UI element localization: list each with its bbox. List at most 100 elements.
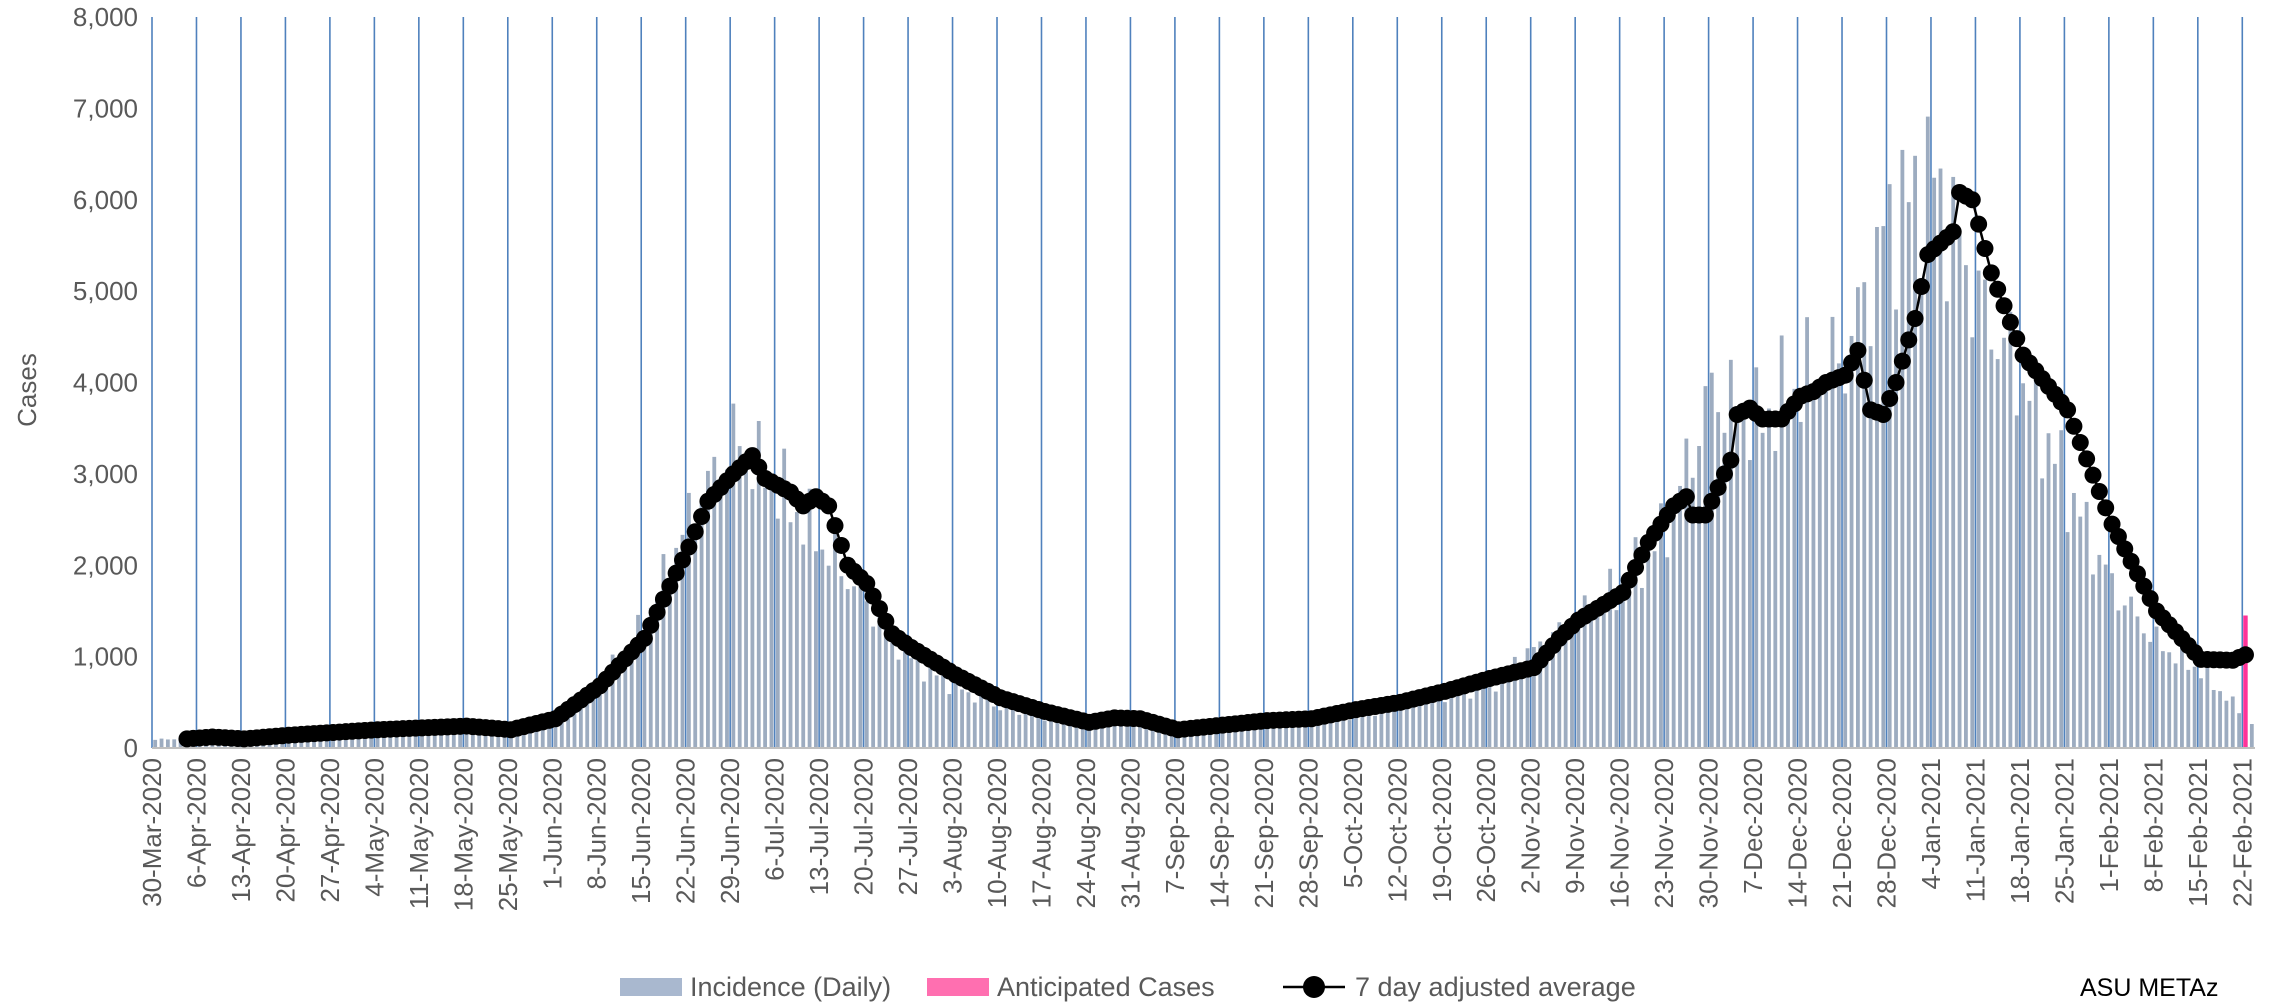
incidence-bar (2230, 696, 2235, 748)
incidence-bar (1335, 716, 1339, 748)
incidence-bar (1449, 692, 1454, 748)
incidence-bar (547, 725, 551, 748)
average-marker (1855, 371, 1873, 389)
incidence-bar (159, 738, 164, 748)
incidence-bar (1531, 647, 1536, 748)
incidence-bar (1678, 485, 1682, 748)
incidence-bar (934, 675, 939, 748)
x-tick-label: 24-Aug-2020 (1071, 758, 1101, 908)
incidence-bar (845, 589, 850, 748)
incidence-bar (388, 731, 393, 748)
y-tick-label: 2,000 (73, 550, 138, 580)
incidence-bar (1125, 721, 1130, 748)
incidence-bar (1570, 632, 1574, 748)
average-marker (2001, 313, 2019, 331)
average-marker (870, 600, 888, 618)
average-marker (654, 590, 672, 608)
y-tick-label: 7,000 (73, 93, 138, 123)
incidence-bar (413, 730, 418, 748)
incidence-bar (1811, 390, 1816, 748)
incidence-bar (1385, 708, 1390, 748)
incidence-bar (699, 502, 704, 748)
incidence-bar (1995, 359, 2000, 748)
incidence-bar (642, 644, 647, 748)
incidence-bar (2249, 724, 2254, 748)
incidence-bar (1652, 551, 1657, 748)
incidence-bar (788, 522, 793, 748)
incidence-bar (1411, 701, 1416, 748)
incidence-bar (1271, 723, 1276, 748)
incidence-bar (2033, 361, 2038, 748)
incidence-bar (655, 600, 660, 748)
x-tick-label: 7-Dec-2020 (1738, 758, 1768, 894)
legend-swatch-incidence (620, 978, 682, 996)
incidence-bar (394, 731, 399, 748)
incidence-bar (2122, 605, 2127, 748)
incidence-bar (1538, 641, 1543, 748)
average-marker (2071, 434, 2089, 452)
incidence-bar (585, 687, 590, 748)
incidence-bar (1341, 714, 1346, 748)
incidence-bar (1462, 684, 1466, 748)
incidence-bar (686, 492, 691, 748)
incidence-bar (744, 462, 748, 748)
incidence-bar (1932, 177, 1937, 749)
incidence-bar (1868, 346, 1873, 748)
incidence-bar (1366, 710, 1371, 748)
x-tick-label: 7-Sep-2020 (1160, 758, 1190, 894)
y-tick-label: 1,000 (73, 642, 138, 672)
average-marker (1620, 571, 1638, 589)
incidence-bar (496, 734, 501, 748)
credit-label: ASU METAz (2080, 974, 2218, 1002)
incidence-bar (2078, 516, 2083, 748)
average-marker (642, 616, 660, 634)
incidence-bar (337, 733, 342, 748)
incidence-bar (153, 739, 158, 748)
average-marker (667, 564, 685, 582)
incidence-bar (1913, 155, 1917, 748)
incidence-bar (769, 481, 774, 748)
incidence-bar (2072, 492, 2076, 748)
average-marker (1881, 389, 1899, 407)
incidence-bar (1004, 706, 1009, 748)
incidence-bar (1875, 226, 1879, 749)
incidence-bar (2129, 596, 2134, 748)
incidence-bar (1684, 438, 1689, 748)
average-marker (2008, 330, 2026, 348)
x-tick-label: 27-Apr-2020 (315, 758, 345, 903)
incidence-bar (1551, 632, 1555, 748)
x-tick-label: 15-Feb-2021 (2183, 758, 2213, 907)
x-tick-label: 4-May-2020 (359, 758, 389, 897)
incidence-bar (1989, 349, 1994, 748)
average-marker (1849, 342, 1867, 360)
incidence-bar (598, 685, 602, 748)
average-marker (1703, 492, 1721, 510)
incidence-bar (1195, 727, 1200, 748)
incidence-bar (1856, 287, 1860, 748)
incidence-bar (1315, 718, 1320, 748)
incidence-bar (559, 712, 564, 748)
incidence-bar (1188, 729, 1193, 748)
y-tick-label: 6,000 (73, 185, 138, 215)
incidence-bar (1639, 587, 1644, 748)
incidence-bar (1487, 675, 1492, 748)
incidence-bar (578, 697, 583, 748)
incidence-bar (2084, 501, 2089, 748)
incidence-bar (1417, 704, 1422, 748)
average-marker (1614, 584, 1632, 602)
average-marker (1709, 479, 1727, 497)
incidence-bar (1474, 682, 1479, 748)
incidence-bar (528, 724, 532, 748)
incidence-bar (1709, 372, 1714, 748)
incidence-bar (1525, 648, 1530, 748)
incidence-bar (1627, 585, 1632, 748)
incidence-bar (1017, 714, 1022, 748)
incidence-bar (852, 586, 856, 748)
x-tick-label: 14-Sep-2020 (1204, 758, 1234, 908)
incidence-bar (1925, 116, 1930, 749)
incidence-bar (1080, 721, 1085, 748)
incidence-bar (1207, 722, 1212, 748)
incidence-bar (922, 681, 926, 748)
incidence-bar (1118, 724, 1123, 748)
incidence-bar (915, 657, 920, 748)
